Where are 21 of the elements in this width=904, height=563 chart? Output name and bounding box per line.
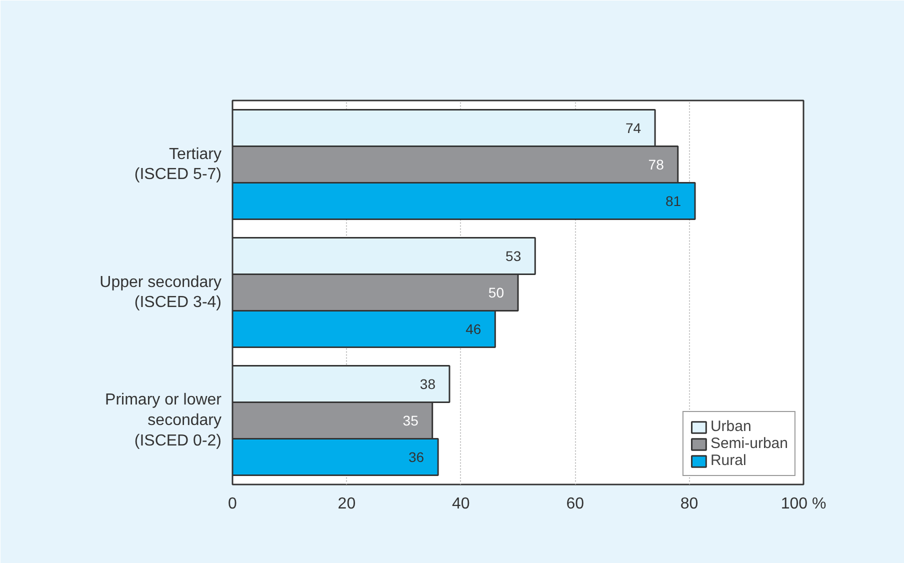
x-tick-label: 100 %	[780, 496, 826, 512]
data-label: 78	[648, 156, 664, 172]
data-label: 38	[420, 376, 436, 392]
y-tick-label: Tertiary (ISCED 5-7)	[134, 146, 222, 184]
x-tick-label: 0	[228, 496, 238, 512]
data-label: 53	[506, 248, 522, 264]
legend-label: Rural	[710, 452, 746, 469]
data-label: 36	[408, 448, 424, 465]
legend-label: Semi-urban	[710, 435, 788, 452]
legend-label: Urban	[710, 418, 752, 435]
y-tick-label: Upper secondary (ISCED 3-4)	[100, 274, 222, 312]
data-label: 50	[488, 284, 504, 300]
data-label: 81	[665, 192, 682, 209]
x-tick-label: 80	[680, 496, 698, 512]
data-label: 35	[402, 412, 419, 428]
x-tick-label: 60	[566, 496, 584, 512]
data-label: 46	[466, 320, 482, 337]
data-label: 74	[625, 120, 642, 136]
y-tick-label: Primary or lower secondary (ISCED 0-2)	[105, 392, 222, 450]
x-tick-label: 40	[452, 496, 470, 512]
x-tick-label: 20	[338, 496, 356, 512]
